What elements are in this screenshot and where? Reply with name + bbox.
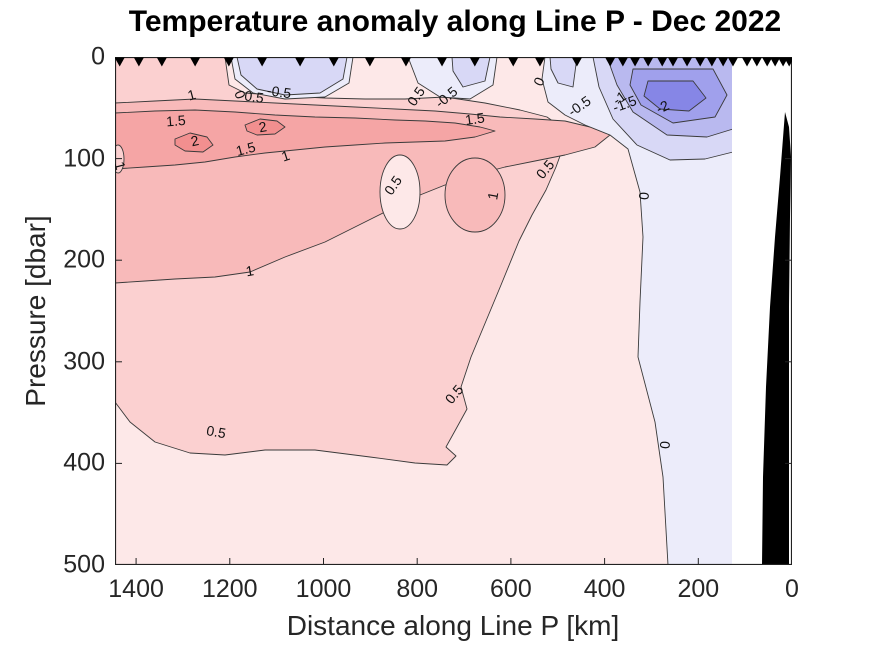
station-marker-icon xyxy=(534,57,545,67)
contour-label: 1.5 xyxy=(165,112,186,130)
station-marker-icon xyxy=(657,57,668,67)
station-marker-icon xyxy=(770,57,781,67)
x-tick-label: 0 xyxy=(785,575,799,603)
contour-label: -0.5 xyxy=(266,82,292,101)
station-marker-icon xyxy=(469,57,480,67)
contour-label: 1 xyxy=(115,160,129,172)
station-marker-icon xyxy=(718,57,729,67)
station-marker-icon xyxy=(115,57,125,67)
x-tick-label: 200 xyxy=(677,575,720,603)
station-marker-icon xyxy=(727,57,738,67)
station-marker-icon xyxy=(400,57,411,67)
loop-2-b xyxy=(174,132,214,153)
contour-label: 0.5 xyxy=(205,422,227,441)
y-tick-label: 100 xyxy=(63,144,105,173)
contour-label: 1 xyxy=(484,190,501,201)
station-marker-icon xyxy=(784,57,792,67)
station-marker-icon xyxy=(571,57,582,67)
loop-0.5 xyxy=(379,154,421,230)
station-marker-icon xyxy=(762,57,773,67)
bathymetry-shading xyxy=(762,112,791,565)
y-tick-label: 500 xyxy=(63,550,105,579)
surface-stripe-b-inner xyxy=(549,57,578,88)
contour-label: -1.5 xyxy=(610,92,638,115)
x-tick-label: 1200 xyxy=(201,575,258,603)
contour-label: 1.5 xyxy=(234,138,257,159)
contour-label: 0 xyxy=(656,440,673,449)
x-axis-label: Distance along Line P [km] xyxy=(286,610,620,641)
contour-label: 1.5 xyxy=(464,109,486,128)
x-tick-label: 1400 xyxy=(108,575,164,603)
y-tick-label: 300 xyxy=(63,347,105,376)
station-marker-icon xyxy=(437,57,448,67)
station-marker-icon xyxy=(742,57,753,67)
loop-2-a xyxy=(244,118,286,136)
contour-label: 1 xyxy=(245,262,256,279)
station-marker-icon xyxy=(617,57,628,67)
station-marker-icon xyxy=(508,57,519,67)
x-tick-label: 800 xyxy=(396,575,439,603)
station-marker-icon xyxy=(706,57,717,67)
contour-label: 2 xyxy=(189,132,200,149)
y-tick-label: 400 xyxy=(63,448,105,477)
cold-region-0 xyxy=(541,57,734,565)
x-tick-label: 400 xyxy=(583,575,626,603)
contour-plot-area: 1 0 0.5 -0.5 1.5 2 2 1.5 1 1 0.5 -0.5 1.5 0 -0.5 -1 -1.5… xyxy=(115,57,792,565)
station-marker-icon xyxy=(630,57,641,67)
station-marker-icon xyxy=(156,57,167,67)
x-tick-label: 1000 xyxy=(295,575,352,603)
axes-box xyxy=(115,57,792,565)
y-tick-label: 200 xyxy=(63,245,105,274)
station-marker-icon xyxy=(223,57,234,67)
y-tick-label: 0 xyxy=(91,42,105,71)
chart-title: Temperature anomaly along Line P - Dec 2… xyxy=(128,5,782,38)
station-marker-icon xyxy=(605,57,616,67)
station-marker-icon xyxy=(133,57,144,67)
contour-label: 1 xyxy=(186,86,198,104)
contour-label: 0.5 xyxy=(243,87,265,106)
station-marker-icon xyxy=(295,57,306,67)
cold-region-2 xyxy=(643,80,707,112)
station-marker-icon xyxy=(695,57,706,67)
lens-1 xyxy=(444,157,506,233)
contour-plot-svg: 1 00.5 -0.51.5 22 1.5 110.5 -0.51.50-0.5 -1-1.5… xyxy=(115,57,792,565)
band-1.5-2 xyxy=(115,109,496,170)
surface-stripe-a-inner xyxy=(451,57,491,88)
y-axis-label: Pressure [dbar] xyxy=(20,215,51,407)
contour-label: 2 xyxy=(258,118,269,135)
surface-blue-left-inner xyxy=(236,57,348,96)
x-tick-label: 600 xyxy=(490,575,532,603)
station-marker-icon xyxy=(190,57,201,67)
station-marker-icon xyxy=(328,57,339,67)
station-marker-icon xyxy=(364,57,375,67)
station-marker-icon xyxy=(667,57,678,67)
station-marker-icon xyxy=(682,57,693,67)
station-marker-icon xyxy=(257,57,268,67)
station-marker-icon xyxy=(751,57,762,67)
contour-label: 0 xyxy=(635,191,652,200)
station-marker-icon xyxy=(643,57,654,67)
